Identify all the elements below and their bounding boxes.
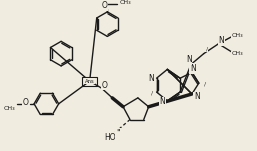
Text: CH₃: CH₃ — [119, 0, 131, 5]
Text: CH₃: CH₃ — [231, 33, 243, 39]
Text: CH₃: CH₃ — [3, 106, 15, 111]
Text: CH₃: CH₃ — [231, 51, 243, 56]
Text: Ans: Ans — [85, 79, 95, 84]
Text: /: / — [151, 90, 153, 95]
Text: HO: HO — [105, 133, 116, 142]
Text: /: / — [206, 46, 208, 51]
FancyBboxPatch shape — [82, 77, 97, 86]
Text: N: N — [148, 74, 153, 83]
Text: N: N — [194, 92, 200, 101]
Text: '': '' — [116, 129, 121, 138]
Text: O: O — [102, 81, 107, 90]
Text: N: N — [186, 55, 192, 64]
Text: N: N — [160, 97, 165, 106]
Text: N: N — [218, 36, 224, 45]
Text: /: / — [204, 82, 206, 87]
Text: O: O — [102, 1, 107, 10]
Text: N: N — [190, 64, 196, 73]
Text: O: O — [23, 98, 29, 107]
